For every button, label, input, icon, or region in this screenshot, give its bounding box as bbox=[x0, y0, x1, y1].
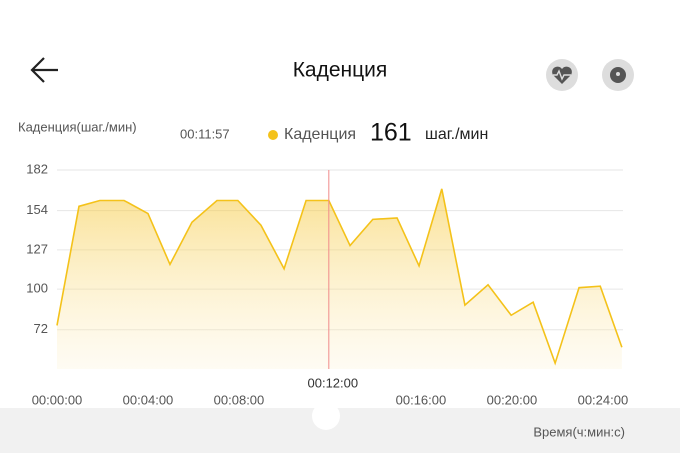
plot: 72 100 127 154 182 00:00:00 00:04:00 00:08:00 00… bbox=[26, 161, 628, 407]
heart-rate-button[interactable] bbox=[546, 59, 578, 91]
back-button[interactable] bbox=[30, 57, 58, 83]
area-fill bbox=[57, 188, 622, 369]
scrubber-bar[interactable] bbox=[0, 408, 680, 453]
line bbox=[56, 188, 623, 366]
x-axis-label: Время(ч:мин:с) bbox=[533, 424, 625, 439]
x-tick-label: 00:08:00 bbox=[214, 392, 265, 407]
y-tick-label: 72 bbox=[34, 321, 48, 336]
readout-series: Каденция bbox=[284, 126, 356, 143]
y-axis-label: Каденция(шаг./мин) bbox=[18, 119, 137, 134]
speed-button[interactable] bbox=[602, 59, 634, 91]
y-tick-label: 100 bbox=[26, 281, 48, 296]
cursor-label: 00:12:00 bbox=[308, 375, 359, 390]
y-tick-label: 154 bbox=[26, 202, 48, 217]
readout-dot bbox=[268, 130, 278, 140]
readout-value: 161 bbox=[370, 119, 412, 147]
y-tick-label: 182 bbox=[26, 161, 48, 176]
screen-title: Каденция bbox=[293, 59, 388, 82]
y-tick-label: 127 bbox=[26, 241, 48, 256]
x-tick-label: 00:04:00 bbox=[123, 392, 174, 407]
scrubber-handle[interactable] bbox=[312, 402, 340, 430]
x-tick-label: 00:00:00 bbox=[32, 392, 83, 407]
readout-unit: шаг./мин bbox=[425, 126, 488, 143]
x-tick-label: 00:16:00 bbox=[396, 392, 447, 407]
x-tick-label: 00:24:00 bbox=[578, 392, 629, 407]
readout-time: 00:11:57 bbox=[180, 126, 230, 141]
x-tick-label: 00:20:00 bbox=[487, 392, 538, 407]
